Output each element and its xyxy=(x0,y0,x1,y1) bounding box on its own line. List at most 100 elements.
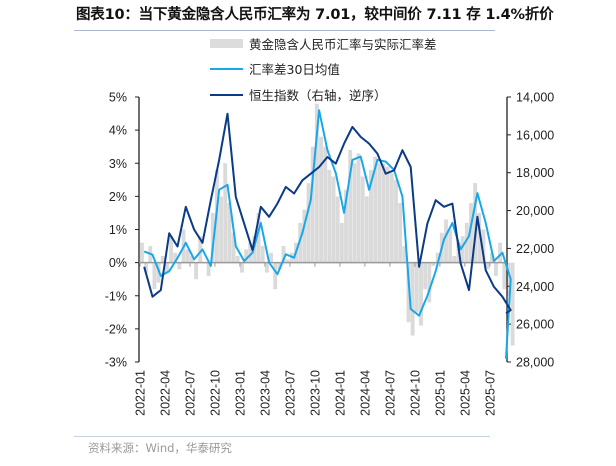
gap-bar xyxy=(410,262,415,336)
gap-bar xyxy=(314,103,319,263)
gap-bar xyxy=(377,163,382,263)
gap-bar xyxy=(335,196,340,263)
gap-bar xyxy=(206,262,211,276)
gap-bar xyxy=(306,183,311,263)
gap-bar xyxy=(223,163,228,263)
legend-label: 汇率差30日均值 xyxy=(249,62,340,77)
x-axis-label: 2024-01 xyxy=(333,370,347,416)
gap-bar xyxy=(210,212,215,263)
gap-bar xyxy=(348,150,353,263)
gap-bar xyxy=(256,212,261,263)
gap-bar xyxy=(398,203,403,263)
gap-bar xyxy=(339,222,344,263)
gap-bar xyxy=(260,246,265,263)
x-axis-label: 2022-04 xyxy=(158,370,172,416)
right-axis-label: 24,000 xyxy=(516,280,554,294)
gap-bar xyxy=(323,146,328,263)
gap-bar xyxy=(248,242,253,263)
gap-bar xyxy=(360,176,365,263)
left-axis-label: 4% xyxy=(109,124,127,138)
left-axis-label: -1% xyxy=(105,289,127,303)
legend-item-hsi: 恒生指数（右轴，逆序） xyxy=(210,85,387,104)
gap-bar xyxy=(464,222,469,263)
gap-bar xyxy=(185,249,190,263)
gap-bar xyxy=(448,229,453,263)
gap-bar xyxy=(477,212,482,263)
right-axis-label: 20,000 xyxy=(516,204,554,218)
gap-bar xyxy=(489,252,494,263)
legend-item-mean: 汇率差30日均值 xyxy=(210,59,340,78)
gap-bar xyxy=(169,236,174,263)
gap-bar xyxy=(264,262,269,273)
x-axis-label: 2023-04 xyxy=(258,370,272,416)
gap-bar xyxy=(310,146,315,263)
gap-bar xyxy=(164,262,169,273)
gap-bar xyxy=(298,222,303,263)
source-note: 资料来源：Wind，华泰研究 xyxy=(88,441,232,455)
gap-bar xyxy=(444,219,448,263)
legend-label: 恒生指数（右轴，逆序） xyxy=(249,88,387,103)
gap-bar xyxy=(273,262,278,290)
gap-bar xyxy=(302,209,307,263)
legend-swatch-line xyxy=(210,67,243,70)
gap-bar xyxy=(173,252,178,263)
gap-bar xyxy=(177,262,182,270)
right-axis-label: 14,000 xyxy=(516,91,554,105)
legend-swatch-bar xyxy=(210,39,243,48)
right-axis-label: 16,000 xyxy=(516,128,554,142)
gap-bar xyxy=(414,262,419,313)
left-axis-label: -3% xyxy=(105,356,127,370)
gap-bar xyxy=(231,232,236,263)
gap-bar xyxy=(269,252,273,263)
x-axis-label: 2024-04 xyxy=(358,370,372,416)
right-axis-label: 22,000 xyxy=(516,242,554,256)
gap-bar xyxy=(198,236,203,263)
gap-bar xyxy=(427,262,432,303)
x-axis-label: 2023-10 xyxy=(308,370,322,416)
gap-bar xyxy=(244,249,248,263)
gap-bar xyxy=(510,262,515,346)
footer-divider xyxy=(74,436,490,437)
left-axis-label: 1% xyxy=(109,223,127,237)
gap-bar xyxy=(140,242,144,263)
left-axis-label: 0% xyxy=(109,256,127,270)
gap-bar xyxy=(381,163,386,263)
gap-bar xyxy=(227,203,232,263)
gap-bar xyxy=(402,246,407,263)
gap-bar xyxy=(277,262,282,270)
legend-label: 黄金隐含人民币汇率与实际汇率差 xyxy=(249,37,437,52)
gap-bar xyxy=(494,262,498,276)
right-axis-label: 28,000 xyxy=(516,356,554,370)
gap-bar xyxy=(285,259,290,263)
right-axis-label: 26,000 xyxy=(516,318,554,332)
gap-bar xyxy=(498,242,503,263)
gap-bar xyxy=(469,203,473,263)
gap-bar xyxy=(385,166,390,263)
gap-bar xyxy=(485,262,490,270)
x-axis-label: 2023-07 xyxy=(283,370,297,416)
left-axis-label: 3% xyxy=(109,157,127,171)
gap-bar xyxy=(352,163,357,263)
gap-bar xyxy=(502,262,507,290)
gap-bar xyxy=(319,136,323,263)
gap-bar xyxy=(481,229,486,263)
gap-bar xyxy=(460,236,465,263)
hsi-line xyxy=(143,112,512,315)
gap-bar xyxy=(152,262,157,290)
gap-bar xyxy=(344,189,348,263)
gap-bar xyxy=(331,176,336,263)
gap-bar xyxy=(327,169,332,263)
gap-bar xyxy=(435,252,440,263)
x-axis-label: 2023-01 xyxy=(233,370,247,416)
legend-swatch-line xyxy=(210,93,243,96)
x-axis-label: 2025-07 xyxy=(483,370,497,416)
gap-bar xyxy=(419,262,423,326)
gap-bar xyxy=(356,153,361,263)
left-axis-label: -2% xyxy=(105,322,127,336)
left-axis-label: 5% xyxy=(109,91,127,105)
x-axis-label: 2022-07 xyxy=(183,370,197,416)
gap-bar xyxy=(364,196,369,263)
x-axis-label: 2022-01 xyxy=(134,370,148,416)
gap-bar xyxy=(423,262,428,290)
